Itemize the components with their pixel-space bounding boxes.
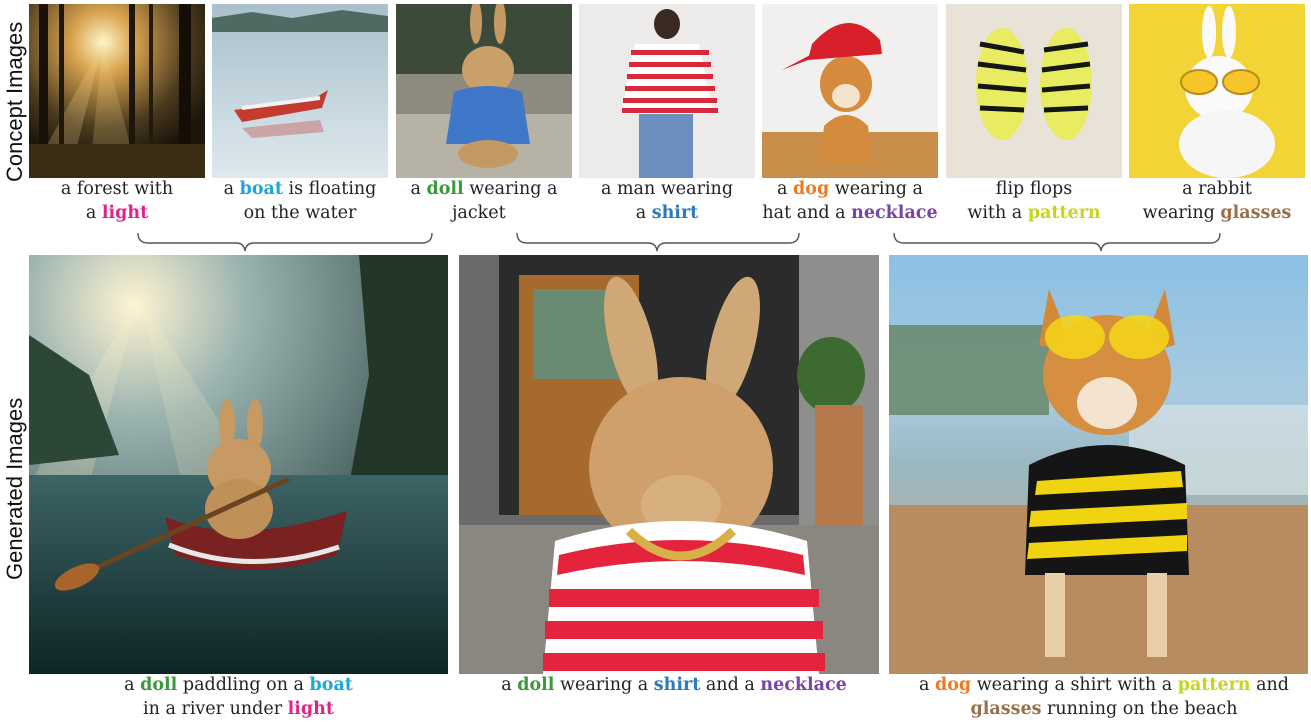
group-brackets <box>137 232 1221 252</box>
bracket-group-3 <box>893 232 1221 252</box>
bracket-group-1 <box>137 232 433 252</box>
generated-image-dog-glasses <box>889 255 1308 674</box>
concept-images-label: Concept Images <box>2 21 27 182</box>
generated-image-doll-shirt <box>459 255 879 674</box>
generated-images-label: Generated Images <box>2 397 27 580</box>
generated-caption-doll-shirt: a doll wearing a shirt and a necklace <box>501 675 847 695</box>
concept-image-dog <box>762 4 938 178</box>
generated-caption-dog: a dog wearing a shirt with a pattern and… <box>918 675 1290 719</box>
generated-caption-doll-boat: a doll paddling on a boat in a river und… <box>124 675 353 719</box>
concept-image-doll <box>396 4 572 178</box>
bracket-group-2 <box>516 232 800 252</box>
concept-caption-forest: a forest with a light <box>60 179 174 223</box>
concept-caption-boat: a boat is floating on the water <box>223 179 377 223</box>
concept-image-boat <box>212 4 388 178</box>
concept-image-man-shirt <box>579 4 755 178</box>
concept-caption-rabbit: a rabbit wearing glasses <box>1142 179 1292 223</box>
concept-image-flip-flops <box>946 4 1122 178</box>
generated-image-doll-boat <box>29 255 448 674</box>
concept-image-forest <box>29 4 205 178</box>
concept-caption-dog: a dog wearing a hat and a necklace <box>762 179 938 223</box>
concept-image-rabbit <box>1129 4 1305 178</box>
concept-caption-flip-flops: flip flops with a pattern <box>967 179 1101 223</box>
concept-caption-man: a man wearing a shirt <box>600 179 734 223</box>
concept-caption-doll: a doll wearing a jacket <box>410 179 558 223</box>
